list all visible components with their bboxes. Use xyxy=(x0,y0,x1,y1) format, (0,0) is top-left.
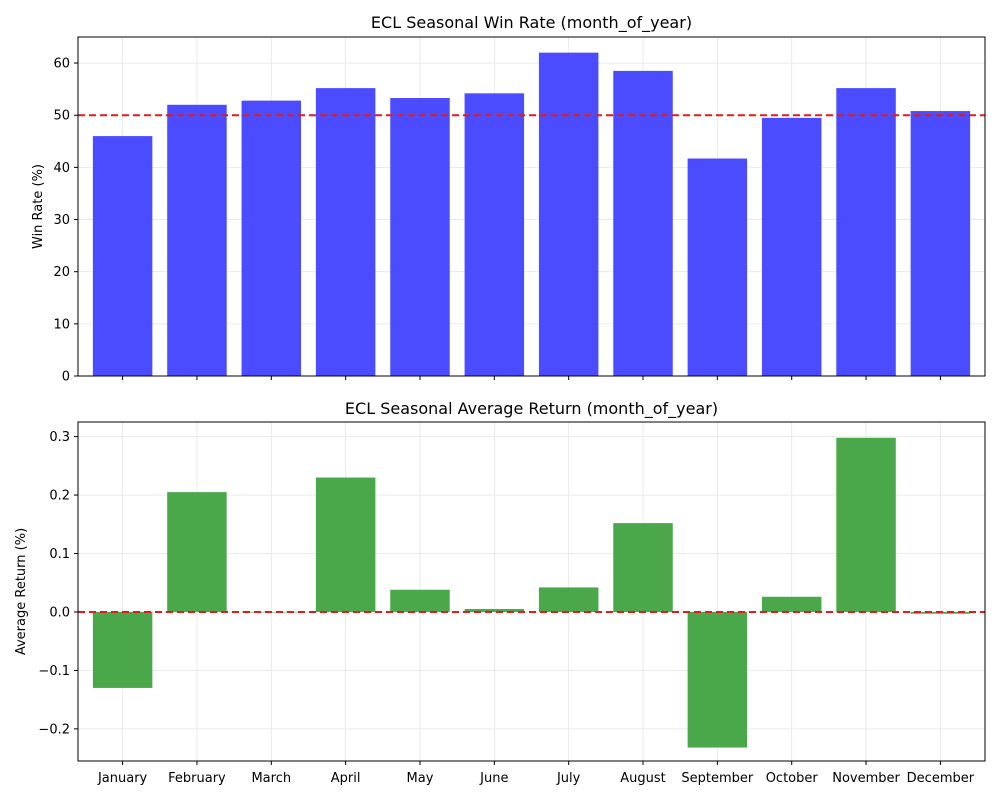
y-tick-label: −0.2 xyxy=(38,722,70,737)
bar-november xyxy=(836,437,896,612)
win-rate-chart: 0 10 20 30 40 50 60 ECL Seasonal Win Rate (mont… xyxy=(31,13,986,385)
axes-frame xyxy=(77,36,986,377)
bar-june xyxy=(464,93,525,376)
y-axis-label: Win Rate (%) xyxy=(31,164,46,249)
x-tick-label: March xyxy=(251,771,291,786)
average-return-chart: −0.2 −0.1 0.0 0.1 0.2 0.3 January February March… xyxy=(14,399,986,786)
y-tick-label: 0.0 xyxy=(49,605,70,620)
x-tick-label: August xyxy=(620,771,666,786)
bar-january xyxy=(92,136,153,376)
bar-september xyxy=(687,158,748,376)
y-tick-label: 0.3 xyxy=(49,430,70,445)
bar-october xyxy=(761,117,822,376)
y-tick-label: 60 xyxy=(53,57,70,72)
bar-june xyxy=(464,609,525,612)
bar-december xyxy=(910,111,971,376)
x-tick-label: September xyxy=(681,771,754,786)
bar-january xyxy=(92,611,153,688)
y-tick-label: 30 xyxy=(53,213,70,228)
y-tick-label: −0.1 xyxy=(38,664,70,679)
chart-title: ECL Seasonal Win Rate (month_of_year) xyxy=(371,13,692,33)
bar-may xyxy=(390,98,450,377)
x-tick-label: April xyxy=(331,771,361,786)
axes-frame xyxy=(77,421,986,762)
y-axis-label: Average Return (%) xyxy=(14,528,29,655)
y-tick-label: 10 xyxy=(53,317,70,332)
y-tick-label: 50 xyxy=(53,109,70,124)
x-tick-label: May xyxy=(407,771,434,786)
y-tick-label: 40 xyxy=(53,161,70,176)
x-tick-label: October xyxy=(766,771,819,786)
bar-august xyxy=(613,523,673,612)
bar-february xyxy=(167,492,227,612)
x-tick-label: January xyxy=(97,771,148,786)
y-tick-label: 0.2 xyxy=(49,489,70,504)
y-tick-label: 20 xyxy=(53,265,70,280)
y-tick-label: 0.1 xyxy=(49,547,70,562)
x-tick-label: February xyxy=(168,771,226,786)
x-tick-label: November xyxy=(832,771,900,786)
bar-november xyxy=(836,88,896,376)
x-tick-label: June xyxy=(479,771,508,786)
bar-september xyxy=(687,611,748,748)
bar-may xyxy=(390,589,450,612)
chart-title: ECL Seasonal Average Return (month_of_ye… xyxy=(345,399,718,419)
bar-august xyxy=(613,70,673,377)
bar-february xyxy=(167,104,227,377)
bar-april xyxy=(315,88,376,376)
x-tick-label: December xyxy=(907,771,975,786)
x-tick-label: July xyxy=(556,771,581,786)
bar-october xyxy=(761,596,822,612)
bar-april xyxy=(315,477,376,612)
bar-july xyxy=(538,587,599,612)
bar-march xyxy=(241,100,302,377)
y-tick-label: 0 xyxy=(62,370,70,385)
bar-july xyxy=(538,52,599,377)
